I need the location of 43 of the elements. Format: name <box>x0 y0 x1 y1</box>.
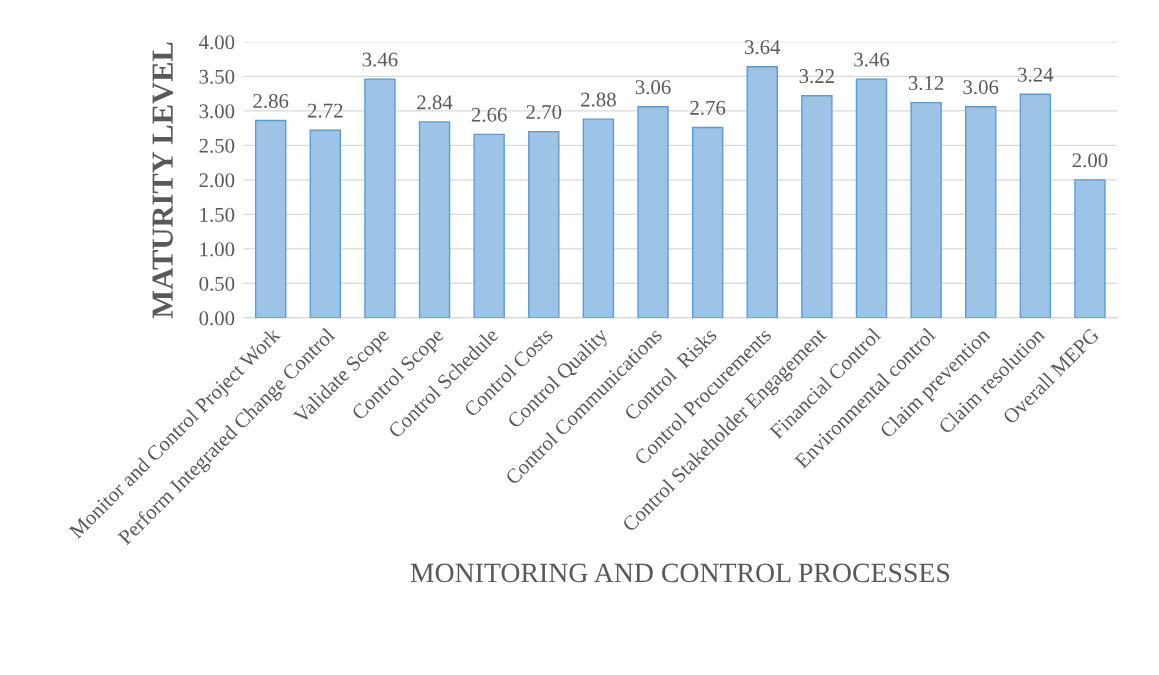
data-label: 2.76 <box>690 100 726 115</box>
data-label: 3.46 <box>362 52 398 67</box>
data-label: 3.24 <box>1018 67 1054 82</box>
y-tick-label: 1.50 <box>200 207 235 222</box>
bar <box>855 78 888 318</box>
data-label: 2.72 <box>308 103 343 118</box>
bar <box>801 94 833 318</box>
bar <box>473 133 505 318</box>
data-label: 2.70 <box>526 104 562 120</box>
data-label: 3.46 <box>854 52 890 67</box>
y-tick-label: 0.00 <box>199 311 235 326</box>
bar <box>364 78 396 318</box>
data-label: 3.06 <box>635 80 671 95</box>
data-label: 2.84 <box>417 95 453 110</box>
y-tick-label: 1.00 <box>200 242 235 257</box>
bar <box>965 106 997 318</box>
data-label: 2.00 <box>1072 153 1108 168</box>
y-tick-label: 3.00 <box>199 104 235 119</box>
data-label: 2.88 <box>581 92 616 107</box>
bar <box>309 129 342 318</box>
y-axis-title: MATURITY LEVEL <box>152 42 174 319</box>
y-tick-label: 2.00 <box>199 173 235 188</box>
data-label: 3.12 <box>908 76 944 91</box>
bar <box>691 126 724 318</box>
x-axis-title: MONITORING AND CONTROL PROCESSES <box>410 563 950 583</box>
data-label: 3.22 <box>799 69 834 84</box>
data-label: 2.86 <box>253 93 289 109</box>
bar <box>1019 93 1052 318</box>
bar <box>528 130 560 318</box>
bar <box>582 118 615 318</box>
data-label: 3.64 <box>745 40 781 55</box>
y-tick-label: 3.50 <box>199 69 235 84</box>
bar <box>1074 179 1106 318</box>
data-label: 3.06 <box>963 80 999 95</box>
y-tick-label: 2.50 <box>199 138 235 153</box>
bar <box>910 101 942 318</box>
bar <box>637 106 669 318</box>
bar <box>418 121 451 318</box>
y-tick-label: 4.00 <box>199 35 235 50</box>
data-label: 2.66 <box>471 107 507 122</box>
y-tick-label: 0.50 <box>199 276 235 291</box>
bar <box>254 119 287 318</box>
bar <box>746 66 778 318</box>
